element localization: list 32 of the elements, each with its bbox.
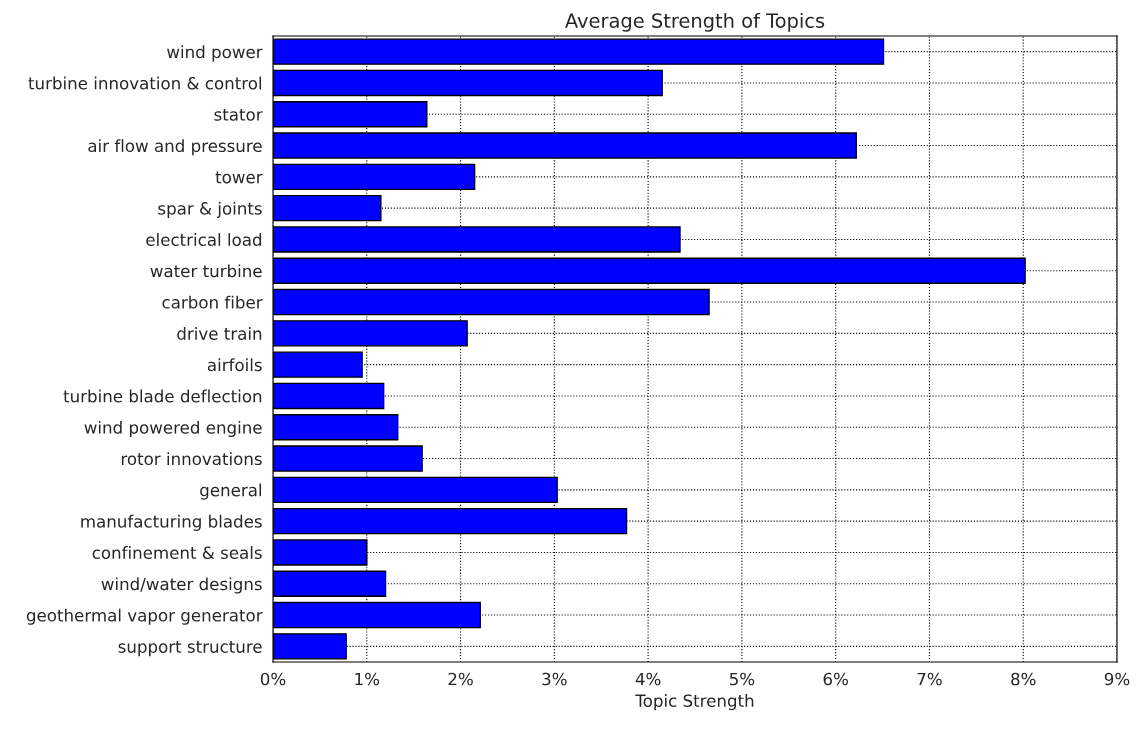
y-tick-label: turbine blade deflection — [63, 389, 262, 403]
x-tick-label: 1% — [355, 672, 380, 686]
chart-title: Average Strength of Topics — [565, 12, 825, 32]
x-tick-label: 8% — [1011, 672, 1036, 686]
y-tick-label: rotor innovations — [121, 452, 262, 466]
y-tick-label: wind powered engine — [84, 420, 262, 438]
x-tick-label: 0% — [260, 672, 286, 686]
y-tick-label: airfoils — [207, 358, 262, 372]
x-tick-label: 4% — [635, 672, 661, 686]
x-tick-label: 3% — [542, 672, 567, 686]
y-tick-label: support structure — [118, 640, 262, 657]
y-tick-label: general — [200, 483, 262, 500]
y-tick-label: stator — [214, 108, 263, 121]
x-axis-title: Topic Strength — [635, 694, 754, 711]
y-tick-label: wind power — [167, 45, 263, 62]
y-tick-label: tower — [215, 171, 263, 184]
x-tick-label: 2% — [448, 672, 473, 686]
y-tick-label: confinement & seals — [92, 546, 262, 560]
x-tick-label: 5% — [729, 672, 755, 686]
x-tick-label: 9% — [1104, 672, 1130, 686]
y-tick-label: carbon fiber — [162, 295, 263, 309]
y-tick-label: turbine innovation & control — [28, 76, 262, 90]
x-tick-label: 6% — [823, 672, 848, 686]
y-tick-label: geothermal vapor generator — [26, 608, 263, 625]
y-tick-label: air flow and pressure — [88, 139, 262, 156]
y-tick-label: manufacturing blades — [81, 514, 262, 531]
x-tick-label: 7% — [917, 672, 942, 686]
y-tick-label: electrical load — [146, 233, 262, 247]
y-tick-label: spar & joints — [158, 201, 262, 218]
y-tick-label: drive train — [177, 327, 262, 340]
y-tick-label: water turbine — [150, 264, 262, 278]
y-tick-label: wind/water designs — [101, 577, 262, 594]
